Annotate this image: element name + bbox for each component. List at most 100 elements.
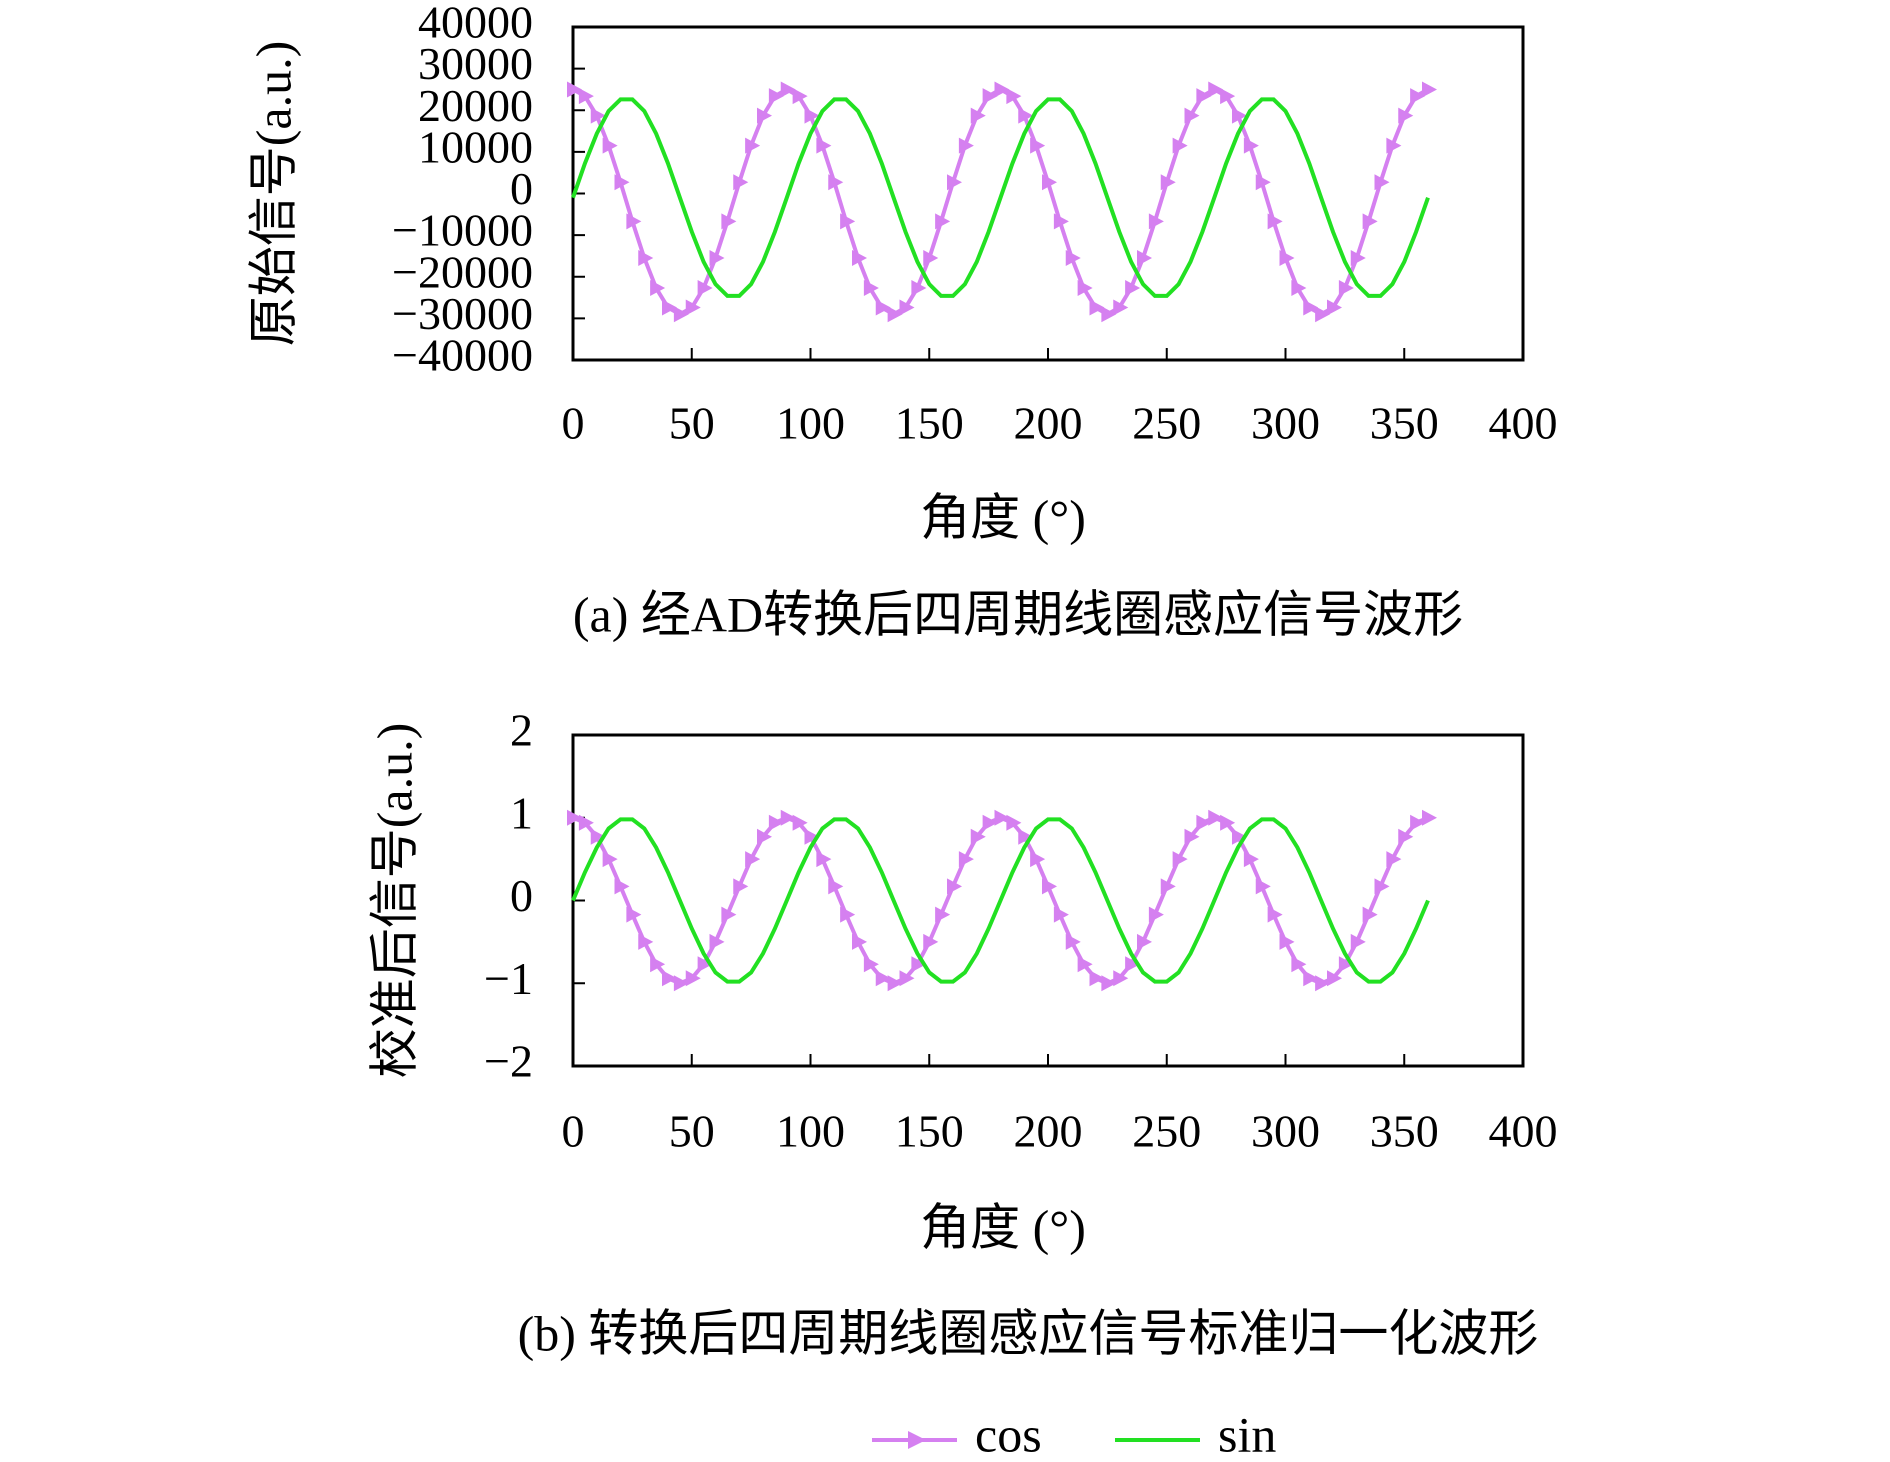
point-marker	[650, 279, 666, 296]
caption: (a) 经AD转换后四周期线圈感应信号波形	[573, 586, 1463, 642]
point-marker	[780, 81, 796, 98]
plot-frame	[571, 733, 1525, 1068]
point-marker	[626, 213, 642, 230]
point-marker	[840, 213, 856, 230]
series-line	[571, 97, 1430, 298]
point-marker	[1113, 970, 1129, 987]
point-marker	[792, 814, 808, 831]
x-tick-label: 300	[1251, 398, 1320, 449]
point-marker	[1327, 970, 1342, 987]
point-marker	[685, 970, 701, 987]
point-marker	[1398, 828, 1414, 845]
y-tick-label: −30000	[392, 288, 533, 339]
legend-marker	[908, 1431, 926, 1449]
point-marker	[1101, 975, 1117, 992]
point-marker	[887, 306, 903, 323]
x-tick-label: 200	[1014, 398, 1083, 449]
point-marker	[1137, 933, 1152, 950]
point-marker	[947, 878, 962, 895]
point-marker	[935, 213, 951, 230]
point-marker	[994, 809, 1010, 826]
x-axis-label: 角度 (°)	[920, 489, 1086, 545]
point-marker	[1362, 213, 1378, 230]
point-marker	[1279, 250, 1295, 267]
point-marker	[567, 809, 582, 826]
x-tick-label: 400	[1489, 1106, 1558, 1157]
point-marker	[958, 137, 974, 154]
point-marker	[1172, 851, 1188, 868]
point-marker	[662, 299, 677, 316]
y-tick-label: 0	[510, 163, 533, 214]
point-marker	[709, 933, 725, 950]
point-marker	[1030, 137, 1046, 154]
point-marker	[1220, 814, 1236, 831]
point-marker	[1279, 933, 1295, 950]
point-marker	[804, 107, 820, 124]
point-marker	[1303, 299, 1319, 316]
point-marker	[733, 878, 749, 895]
point-marker	[1101, 306, 1117, 323]
point-marker	[1125, 279, 1141, 296]
x-tick-label: 350	[1370, 398, 1439, 449]
x-axis-label: 角度 (°)	[920, 1199, 1086, 1255]
x-tick-label: 150	[895, 398, 964, 449]
point-marker	[875, 299, 891, 316]
point-marker	[1267, 906, 1283, 923]
x-tick-label: 150	[895, 1106, 964, 1157]
point-marker	[935, 906, 951, 923]
x-tick-label: 400	[1489, 398, 1558, 449]
x-tick-label: 350	[1370, 1106, 1439, 1157]
point-marker	[1350, 933, 1366, 950]
point-marker	[1042, 174, 1057, 191]
point-marker	[697, 956, 713, 973]
caption: (b) 转换后四周期线圈感应信号标准归一化波形	[518, 1305, 1539, 1361]
point-marker	[1053, 906, 1069, 923]
point-marker	[1232, 107, 1247, 124]
point-marker	[1148, 906, 1164, 923]
point-marker	[757, 107, 772, 124]
point-marker	[1386, 137, 1402, 154]
point-marker	[1291, 279, 1307, 296]
x-tick-label: 300	[1251, 1106, 1320, 1157]
x-tick-label: 100	[776, 1106, 845, 1157]
y-tick-label: −20000	[392, 246, 533, 297]
point-marker	[685, 299, 701, 316]
point-marker	[1018, 828, 1034, 845]
point-marker	[673, 306, 689, 323]
point-marker	[1030, 851, 1046, 868]
point-marker	[1053, 213, 1069, 230]
y-axis-label: 原始信号(a.u.)	[245, 41, 301, 347]
point-marker	[911, 279, 927, 296]
point-marker	[602, 851, 618, 868]
x-tick-label: 250	[1132, 398, 1201, 449]
point-marker	[1243, 137, 1259, 154]
point-marker	[590, 107, 606, 124]
point-marker	[709, 250, 725, 267]
x-tick-label: 200	[1014, 1106, 1083, 1157]
point-marker	[733, 174, 749, 191]
point-marker	[852, 250, 867, 267]
point-marker	[804, 828, 820, 845]
point-marker	[638, 933, 654, 950]
point-marker	[1172, 137, 1188, 154]
y-tick-label: −1	[484, 953, 533, 1004]
y-tick-label: −2	[484, 1036, 533, 1087]
point-marker	[923, 933, 939, 950]
y-tick-label: 1	[510, 787, 533, 838]
point-marker	[1160, 174, 1176, 191]
point-marker	[1386, 851, 1402, 868]
point-marker	[982, 88, 998, 105]
point-marker	[590, 828, 606, 845]
point-marker	[1243, 851, 1259, 868]
point-marker	[1398, 107, 1414, 124]
point-marker	[1042, 878, 1057, 895]
x-tick-label: 0	[562, 398, 585, 449]
point-marker	[1410, 88, 1426, 105]
y-tick-label: 0	[510, 870, 533, 921]
point-marker	[1077, 279, 1093, 296]
point-marker	[958, 851, 974, 868]
point-marker	[745, 851, 761, 868]
point-marker	[1232, 828, 1247, 845]
point-marker	[899, 299, 915, 316]
